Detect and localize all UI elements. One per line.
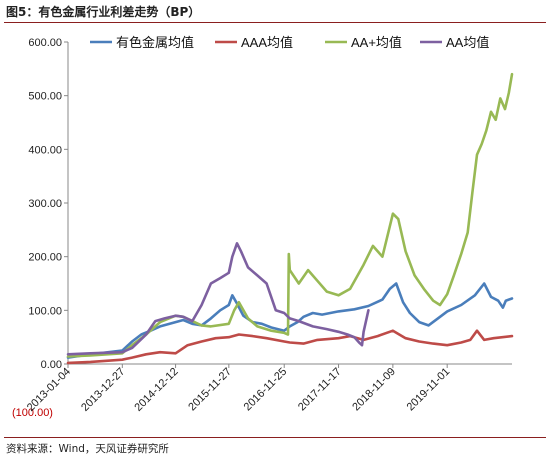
x-tick-label: 2019-11-01 [405, 366, 453, 414]
y-axis: (100.00) 0.00 100.00 200.00 300.00 400.00 500.… [12, 37, 69, 419]
legend-label: AA+均值 [351, 35, 402, 50]
x-axis: 2013-01-04 2013-12-27 2014-12-12 2015-11-27… [25, 363, 512, 414]
y-tick-label: 400.00 [28, 144, 62, 156]
y-tick-label: 100.00 [28, 305, 62, 317]
y-tick-label: 300.00 [28, 198, 62, 210]
x-tick-label: 2015-11-27 [186, 366, 234, 414]
x-tick-label: 2016-11-25 [242, 366, 290, 414]
y-tick-label: 500.00 [28, 91, 62, 103]
series-line-2 [66, 329, 514, 365]
x-tick-label: 2013-12-27 [79, 366, 127, 414]
y-tick-label: (100.00) [12, 407, 53, 419]
line-chart: 有色金属均值 AAA均值 AA+均值 AA均值 (100.00) 0.00 100.00 2… [12, 35, 514, 419]
title-rule [4, 22, 546, 23]
plot-lines [66, 72, 514, 365]
x-tick-label: 2014-12-12 [132, 366, 180, 414]
x-tick-label: 2017-11-17 [296, 366, 344, 414]
legend-label: AA均值 [446, 35, 489, 50]
source-rule [4, 437, 546, 438]
chart-legend: 有色金属均值 AAA均值 AA+均值 AA均值 [90, 35, 489, 50]
source-note: 资料来源：Wind，天风证券研究所 [6, 443, 169, 455]
legend-label: AAA均值 [241, 35, 293, 50]
x-tick-label: 2018-11-09 [350, 366, 398, 414]
y-tick-label: 200.00 [28, 252, 62, 264]
y-tick-label: 600.00 [28, 37, 62, 49]
y-tick-label: 0.00 [41, 359, 62, 371]
series-line-1 [66, 282, 514, 359]
figure-title: 图5：有色金属行业利差走势（BP） [6, 5, 201, 19]
legend-label: 有色金属均值 [116, 35, 194, 50]
series-line-4 [66, 242, 370, 356]
series-line-3 [66, 72, 514, 358]
